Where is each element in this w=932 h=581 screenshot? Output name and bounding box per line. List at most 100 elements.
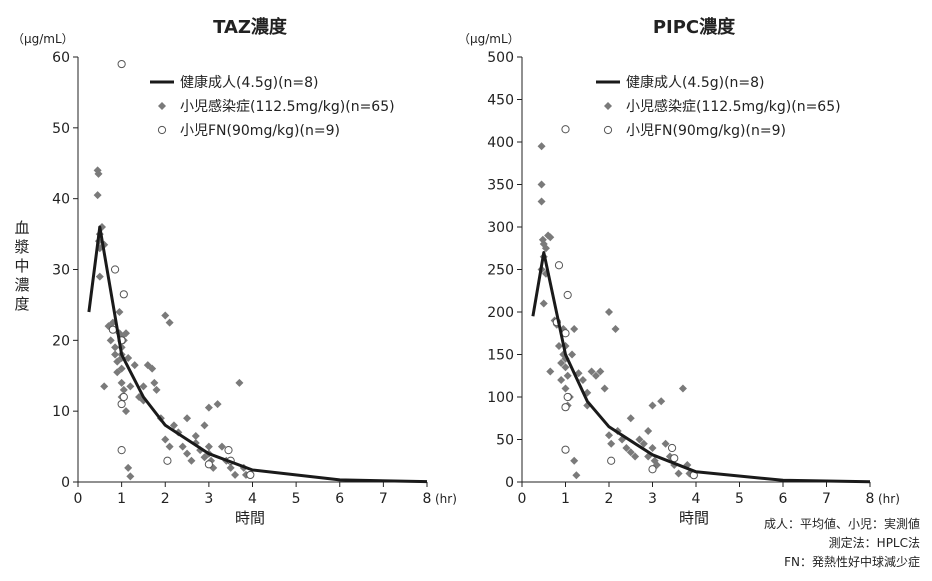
data-point-open-circle <box>648 465 657 474</box>
data-point-diamond <box>235 378 244 387</box>
data-point-diamond <box>111 350 120 359</box>
data-point-diamond <box>674 469 683 478</box>
data-point-diamond <box>678 384 687 393</box>
plot-area <box>531 125 871 484</box>
data-point-diamond <box>117 378 126 387</box>
data-point-diamond <box>213 400 222 409</box>
data-point-open-circle <box>119 290 128 299</box>
data-point-open-circle <box>117 59 126 69</box>
x-tick-label: 8 <box>866 491 875 507</box>
legend-swatch-circle <box>603 125 613 135</box>
data-point-diamond <box>605 431 613 440</box>
data-point-diamond <box>152 385 161 394</box>
y-unit-label: （μg/mL） <box>12 32 74 46</box>
data-point-diamond <box>187 456 196 465</box>
y-tick-label: 150 <box>487 348 514 364</box>
data-point-diamond <box>115 308 124 316</box>
y-tick-label: 100 <box>487 390 514 406</box>
footnote-3: FN：発熱性好中球減少症 <box>784 555 920 569</box>
data-point-open-circle <box>163 456 172 465</box>
data-point-diamond <box>231 470 240 479</box>
y-tick-label: 30 <box>52 263 70 279</box>
data-point-diamond <box>124 463 133 472</box>
x-tick-label: 3 <box>648 491 657 507</box>
data-point-open-circle <box>117 446 126 455</box>
data-point-diamond <box>204 403 213 412</box>
data-point-diamond <box>631 452 640 461</box>
data-point-diamond <box>554 342 563 350</box>
y-tick-label: 300 <box>487 220 514 236</box>
x-tick-label: 2 <box>161 491 170 507</box>
data-point-diamond <box>165 442 174 451</box>
data-point-diamond <box>561 384 570 393</box>
data-point-open-circle <box>110 265 120 274</box>
data-point-open-circle <box>561 403 570 412</box>
x-tick-label: 0 <box>74 491 83 507</box>
data-point-diamond <box>661 439 670 448</box>
data-point-diamond <box>563 371 572 380</box>
legend-swatch-diamond <box>158 102 166 110</box>
x-axis-label: 時間 <box>679 509 709 527</box>
y-tick-label: 450 <box>487 93 514 109</box>
data-point-open-circle <box>607 456 616 465</box>
data-point-diamond <box>126 382 135 391</box>
data-point-diamond <box>121 329 130 338</box>
legend-label: 小児感染症(112.5mg/kg)(n=65) <box>626 98 841 115</box>
data-point-diamond <box>557 376 566 384</box>
data-point-diamond <box>541 244 550 253</box>
data-point-diamond <box>546 233 555 242</box>
x-tick-label: 5 <box>292 491 301 507</box>
legend-swatch-diamond <box>604 102 612 110</box>
data-point-diamond <box>596 367 605 376</box>
data-point-diamond <box>121 407 130 416</box>
data-point-diamond <box>578 376 587 384</box>
data-point-open-circle <box>117 399 126 409</box>
y-tick-label: 20 <box>52 333 70 349</box>
data-point-diamond <box>657 397 666 406</box>
data-point-diamond <box>537 180 546 189</box>
footnote-2: 測定法：HPLC法 <box>828 536 920 550</box>
x-tick-label: 1 <box>117 491 126 507</box>
data-point-diamond <box>93 191 102 200</box>
plot-area <box>87 59 428 484</box>
data-point-diamond <box>537 197 546 206</box>
data-point-diamond <box>165 318 174 327</box>
data-point-diamond <box>557 359 566 367</box>
data-point-diamond <box>117 364 126 373</box>
x-axis-label: 時間 <box>235 509 265 527</box>
x-tick-label: 1 <box>561 491 570 507</box>
data-point-diamond <box>95 272 104 281</box>
data-point-diamond <box>626 414 635 423</box>
y-tick-label: 250 <box>487 263 514 279</box>
chart-title: PIPC濃度 <box>653 16 736 38</box>
legend-label: 小児FN(90mg/kg)(n=9) <box>180 123 340 139</box>
x-tick-label: 4 <box>692 491 701 507</box>
data-point-open-circle <box>246 470 255 480</box>
data-point-diamond <box>226 463 235 472</box>
data-point-diamond <box>169 421 178 430</box>
x-tick-label: 6 <box>779 491 788 507</box>
data-point-diamond <box>183 414 192 423</box>
data-point-diamond <box>161 311 170 320</box>
data-point-open-circle <box>204 460 213 469</box>
data-point-diamond <box>178 442 187 451</box>
data-point-diamond <box>570 325 579 333</box>
mean-line <box>87 225 428 484</box>
legend-label: 健康成人(4.5g)(n=8) <box>180 74 319 91</box>
data-point-open-circle <box>561 125 570 134</box>
x-unit-label: (hr) <box>435 492 457 506</box>
data-point-diamond <box>639 439 648 448</box>
x-tick-label: 4 <box>248 491 257 507</box>
mean-line <box>531 251 871 484</box>
data-point-diamond <box>561 363 570 372</box>
data-point-diamond <box>204 442 213 451</box>
data-point-diamond <box>568 350 577 359</box>
data-point-diamond <box>94 169 103 178</box>
y-tick-label: 0 <box>61 475 70 491</box>
data-point-diamond <box>183 449 192 458</box>
data-point-diamond <box>600 384 609 393</box>
y-tick-label: 60 <box>52 50 70 66</box>
x-tick-label: 2 <box>605 491 614 507</box>
data-point-open-circle <box>554 261 564 270</box>
data-point-diamond <box>572 471 581 480</box>
